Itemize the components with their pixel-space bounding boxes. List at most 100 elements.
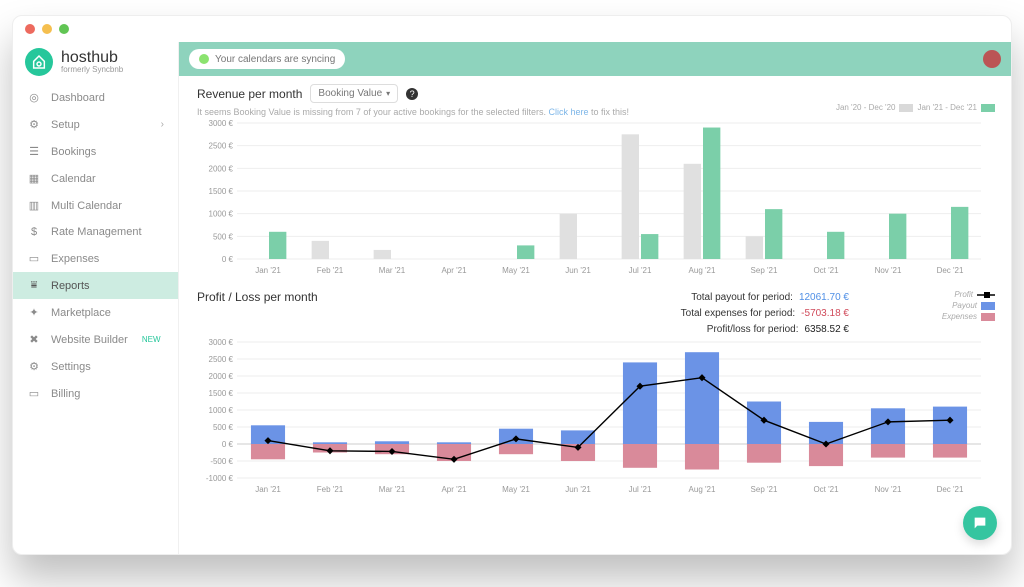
svg-text:Apr '21: Apr '21 bbox=[441, 266, 467, 275]
sidebar-item-rate-management[interactable]: $ Rate Management bbox=[13, 219, 178, 245]
sidebar-item-settings[interactable]: ⚙Settings bbox=[13, 353, 178, 380]
website-builder-icon: ✖ bbox=[27, 333, 41, 346]
zoom-window-dot[interactable] bbox=[59, 24, 69, 34]
sync-status-dot-icon bbox=[199, 54, 209, 64]
settings-icon: ⚙ bbox=[27, 360, 41, 373]
revenue-header: Revenue per month Booking Value ▾ ? bbox=[197, 84, 999, 103]
svg-text:Sep '21: Sep '21 bbox=[751, 266, 778, 275]
new-badge: NEW bbox=[142, 335, 161, 344]
app-window: hosthub formerly Syncbnb ◎ Dashboard ⚙Setu… bbox=[12, 15, 1012, 555]
profitloss-totals: Total payout for period: 12061.70 € Tota… bbox=[643, 290, 849, 338]
revenue-section: Revenue per month Booking Value ▾ ? It s… bbox=[197, 84, 999, 282]
legend-label: Expenses bbox=[942, 312, 977, 321]
legend-swatch bbox=[899, 104, 913, 112]
pl-payout-label: Total payout for period: bbox=[643, 290, 793, 306]
revenue-warning-prefix: It seems Booking Value is missing from 7… bbox=[197, 107, 549, 117]
chat-fab-button[interactable] bbox=[963, 506, 997, 540]
sidebar-item-label: Bookings bbox=[51, 146, 96, 158]
sidebar-item-bookings[interactable]: ☰Bookings bbox=[13, 138, 178, 165]
svg-text:Aug '21: Aug '21 bbox=[689, 266, 716, 275]
pl-expenses-label: Total expenses for period: bbox=[645, 306, 795, 322]
svg-text:Dec '21: Dec '21 bbox=[937, 485, 964, 494]
svg-text:Jan '21: Jan '21 bbox=[255, 485, 281, 494]
svg-text:-500 €: -500 € bbox=[210, 457, 233, 466]
sidebar-item-calendar[interactable]: ▦ Calendar bbox=[13, 165, 178, 192]
svg-text:May '21: May '21 bbox=[502, 485, 530, 494]
sidebar-item-label: Rate Management bbox=[51, 226, 142, 238]
svg-text:2000 €: 2000 € bbox=[209, 164, 234, 173]
profitloss-chart: -1000 €-500 €0 €500 €1000 €1500 €2000 €2… bbox=[197, 338, 987, 496]
svg-text:Jul '21: Jul '21 bbox=[629, 485, 652, 494]
chevron-down-icon: ▾ bbox=[386, 89, 390, 98]
setup-icon: ⚙ bbox=[27, 118, 41, 131]
help-icon[interactable]: ? bbox=[406, 88, 418, 100]
svg-text:Jun '21: Jun '21 bbox=[565, 485, 591, 494]
svg-text:Mar '21: Mar '21 bbox=[379, 485, 406, 494]
sidebar-item-label: Multi Calendar bbox=[51, 200, 122, 212]
svg-text:2500 €: 2500 € bbox=[209, 355, 234, 364]
svg-text:May '21: May '21 bbox=[502, 266, 530, 275]
brand-subtitle: formerly Syncbnb bbox=[61, 66, 123, 74]
pl-profit-label: Profit/loss for period: bbox=[649, 322, 799, 338]
svg-text:1000 €: 1000 € bbox=[209, 406, 234, 415]
calendar-icon: ▦ bbox=[27, 172, 41, 185]
chat-icon bbox=[972, 515, 988, 531]
content: Revenue per month Booking Value ▾ ? It s… bbox=[179, 76, 1011, 554]
svg-text:Nov '21: Nov '21 bbox=[875, 485, 902, 494]
svg-text:Oct '21: Oct '21 bbox=[813, 485, 839, 494]
sidebar-item-label: Dashboard bbox=[51, 92, 105, 104]
sidebar-item-label: Reports bbox=[51, 280, 90, 292]
svg-text:Feb '21: Feb '21 bbox=[317, 266, 344, 275]
titlebar bbox=[13, 16, 1011, 42]
pl-expenses-value: -5703.18 € bbox=[801, 306, 849, 322]
dashboard-icon: ◎ bbox=[27, 91, 41, 104]
svg-text:2000 €: 2000 € bbox=[209, 372, 234, 381]
legend-label: Profit bbox=[954, 290, 973, 299]
svg-text:500 €: 500 € bbox=[213, 423, 234, 432]
sidebar-item-marketplace[interactable]: ✦Marketplace bbox=[13, 299, 178, 326]
chevron-right-icon: › bbox=[161, 119, 164, 130]
revenue-metric-dropdown[interactable]: Booking Value ▾ bbox=[310, 84, 398, 103]
sidebar-item-label: Calendar bbox=[51, 173, 96, 185]
svg-text:Jul '21: Jul '21 bbox=[629, 266, 652, 275]
expenses-icon: ▭ bbox=[27, 252, 41, 265]
sidebar-item-dashboard[interactable]: ◎ Dashboard bbox=[13, 84, 178, 111]
profitloss-header: Profit / Loss per month Total payout for… bbox=[197, 290, 999, 338]
pl-payout-value: 12061.70 € bbox=[799, 290, 849, 306]
svg-text:-1000 €: -1000 € bbox=[206, 474, 234, 483]
svg-text:Apr '21: Apr '21 bbox=[441, 485, 467, 494]
legend-label: Jan '20 - Dec '20 bbox=[836, 103, 896, 112]
svg-text:2500 €: 2500 € bbox=[209, 142, 234, 151]
sync-status-text: Your calendars are syncing bbox=[215, 54, 335, 65]
avatar[interactable] bbox=[983, 50, 1001, 68]
svg-text:Sep '21: Sep '21 bbox=[751, 485, 778, 494]
revenue-warning-link[interactable]: Click here bbox=[549, 107, 589, 117]
sidebar-item-reports[interactable]: ⩸ Reports bbox=[13, 272, 178, 299]
sync-status-pill[interactable]: Your calendars are syncing bbox=[189, 49, 345, 69]
close-window-dot[interactable] bbox=[25, 24, 35, 34]
svg-text:1000 €: 1000 € bbox=[209, 210, 234, 219]
main: Your calendars are syncing Revenue per m… bbox=[179, 42, 1011, 554]
legend-label: Payout bbox=[952, 301, 977, 310]
sidebar-item-multi-calendar[interactable]: ▥ Multi Calendar bbox=[13, 192, 178, 219]
revenue-chart-wrap: Jan '20 - Dec '20 Jan '21 - Dec '21 0 €5… bbox=[197, 117, 999, 282]
topbar: Your calendars are syncing bbox=[179, 42, 1011, 76]
reports-icon: ⩸ bbox=[27, 279, 41, 292]
sidebar-item-label: Expenses bbox=[51, 253, 99, 265]
sidebar-item-setup[interactable]: ⚙Setup› bbox=[13, 111, 178, 138]
sidebar-nav: ◎ Dashboard ⚙Setup›☰Bookings ▦ Calendar ▥ Mult… bbox=[13, 84, 178, 407]
profitloss-legend: Profit Payout Expenses bbox=[942, 290, 995, 321]
revenue-chart: 0 €500 €1000 €1500 €2000 €2500 €3000 €Ja… bbox=[197, 117, 987, 277]
svg-text:Nov '21: Nov '21 bbox=[875, 266, 902, 275]
brand[interactable]: hosthub formerly Syncbnb bbox=[13, 42, 178, 84]
sidebar-item-expenses[interactable]: ▭ Expenses bbox=[13, 245, 178, 272]
multi-calendar-icon: ▥ bbox=[27, 199, 41, 212]
svg-text:1500 €: 1500 € bbox=[209, 389, 234, 398]
rate-management-icon: $ bbox=[27, 226, 41, 238]
revenue-metric-label: Booking Value bbox=[318, 88, 382, 99]
legend-swatch bbox=[981, 104, 995, 112]
marketplace-icon: ✦ bbox=[27, 306, 41, 319]
sidebar-item-website-builder[interactable]: ✖Website BuilderNEW bbox=[13, 326, 178, 353]
minimize-window-dot[interactable] bbox=[42, 24, 52, 34]
sidebar-item-billing[interactable]: ▭Billing bbox=[13, 380, 178, 407]
